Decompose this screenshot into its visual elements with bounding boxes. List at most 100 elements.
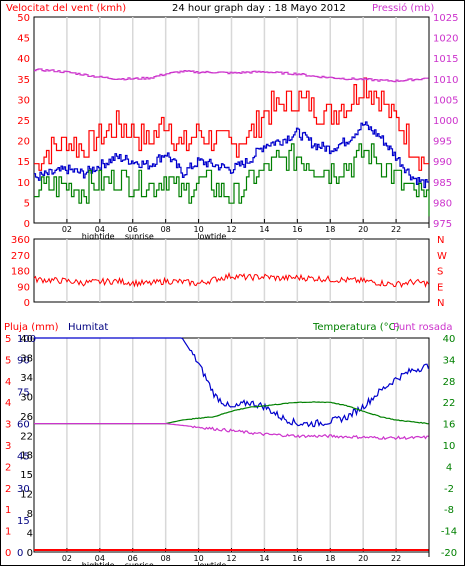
- rain-tick-label: 2: [5, 484, 11, 495]
- rain-tick-label: 3: [5, 441, 11, 452]
- left-tick-label: 4: [27, 529, 33, 540]
- y-tick-label-right: 985: [433, 178, 452, 189]
- compass-label: W: [437, 251, 447, 262]
- left-tick-label: 15: [20, 470, 33, 481]
- humidity-tick-label: 45: [17, 452, 30, 463]
- annotation-hightide: hightide: [82, 561, 115, 566]
- pressure-axis-label: Pressió (mb): [372, 2, 434, 14]
- rain-tick-label: 1: [5, 527, 11, 538]
- x-tick-label: 10: [193, 225, 203, 234]
- y-tick-label-right: 995: [433, 137, 452, 148]
- left-tick-label: 22: [20, 431, 33, 442]
- left-tick-label: 40: [20, 334, 33, 345]
- compass-label: N: [437, 298, 444, 309]
- x-tick-label: 18: [325, 554, 335, 563]
- x-tick-label: 06: [128, 554, 138, 563]
- rain-tick-label: 5: [5, 334, 11, 345]
- annotation-lowtide: lowtide: [197, 561, 226, 566]
- series-direction: [33, 271, 429, 289]
- x-tick-label: 16: [292, 225, 302, 234]
- y-tick-label-left: 360: [11, 235, 30, 246]
- left-tick-label: 30: [20, 392, 33, 403]
- x-tick-label: 14: [259, 554, 269, 563]
- rain-tick-label: 5: [5, 355, 11, 366]
- temperature-tick-label: 4: [446, 462, 452, 473]
- compass-label: E: [437, 282, 443, 293]
- temperature-tick-label: 10: [443, 441, 456, 452]
- y-tick-label-right: 1015: [433, 54, 458, 65]
- x-tick-label: 12: [226, 225, 236, 234]
- rain-tick-label: 4: [5, 398, 11, 409]
- y-tick-label-left: 20: [17, 137, 30, 148]
- humidity-tick-label: 15: [17, 516, 30, 527]
- humidity-tick-label: 75: [17, 388, 30, 399]
- x-tick-label: 20: [358, 554, 368, 563]
- left-tick-label: 26: [20, 412, 33, 423]
- temperature-tick-label: -14: [441, 527, 457, 538]
- y-tick-label-left: 10: [17, 178, 30, 189]
- x-tick-label: 22: [391, 554, 401, 563]
- x-tick-label: 10: [193, 554, 203, 563]
- rain-tick-label: 2: [5, 462, 11, 473]
- y-tick-label-right: 1000: [433, 116, 458, 127]
- humidity-tick-label: 30: [17, 484, 30, 495]
- series-pressure: [34, 68, 429, 83]
- humidity-tick-label: 100: [17, 334, 36, 345]
- rain-axis-label: Pluja (mm): [4, 322, 59, 333]
- x-tick-label: 08: [161, 225, 171, 234]
- y-tick-label-left: 35: [17, 75, 30, 86]
- compass-label: N: [437, 235, 444, 246]
- series-dewpoint: [34, 423, 429, 441]
- x-tick-label: 02: [62, 225, 72, 234]
- series-humidity: [34, 337, 430, 428]
- temperature-tick-label: 34: [443, 355, 456, 366]
- y-tick-label-right: 990: [433, 157, 452, 168]
- humidity-tick-label: 0: [17, 548, 23, 559]
- annotation-hightide: hightide: [82, 232, 115, 241]
- humidity-axis-label: Humitat: [68, 322, 108, 333]
- y-tick-label-left: 180: [11, 267, 30, 278]
- temperature-tick-label: -2: [444, 484, 454, 495]
- y-tick-label-left: 90: [17, 282, 30, 293]
- series-gust: [34, 77, 429, 171]
- y-tick-label-right: 975: [433, 219, 452, 230]
- dewpoint-axis-label: Punt rosada: [393, 322, 452, 333]
- compass-label: S: [437, 267, 443, 278]
- x-tick-label: 08: [161, 554, 171, 563]
- x-tick-label: 14: [259, 225, 269, 234]
- y-tick-label-left: 30: [17, 95, 30, 106]
- rain-tick-label: 4: [5, 377, 11, 388]
- annotation-sunrise: sunrise: [125, 232, 154, 241]
- x-tick-label: 20: [358, 225, 368, 234]
- temperature-tick-label: 22: [443, 398, 456, 409]
- temperature-tick-label: -20: [441, 548, 457, 559]
- temperature-tick-label: 16: [443, 420, 456, 431]
- left-tick-label: 0: [27, 548, 33, 559]
- y-tick-label-left: 0: [24, 219, 30, 230]
- x-tick-label: 18: [325, 225, 335, 234]
- left-tick-label: 38: [20, 353, 33, 364]
- y-tick-label-left: 15: [17, 157, 30, 168]
- y-tick-label-left: 50: [17, 13, 30, 24]
- temperature-tick-label: 28: [443, 377, 456, 388]
- rain-tick-label: 0: [5, 548, 11, 559]
- series-minimum: [34, 143, 430, 217]
- y-tick-label-left: 40: [17, 54, 30, 65]
- annotation-sunrise: sunrise: [125, 561, 154, 566]
- x-tick-label: 12: [226, 554, 236, 563]
- temperature-tick-label: -8: [444, 505, 454, 516]
- x-tick-label: 02: [62, 554, 72, 563]
- y-tick-label-left: 0: [24, 298, 30, 309]
- x-tick-label: 16: [292, 554, 302, 563]
- temperature-tick-label: 40: [443, 334, 456, 345]
- rain-tick-label: 3: [5, 420, 11, 431]
- left-tick-label: 18: [20, 451, 33, 462]
- y-tick-label-right: 1010: [433, 75, 458, 86]
- rain-tick-label: 1: [5, 505, 11, 516]
- x-tick-label: 04: [95, 554, 105, 563]
- humidity-tick-label: 90: [17, 355, 30, 366]
- wind-axis-label: Velocitat del vent (kmh): [6, 3, 126, 14]
- y-tick-label-left: 270: [11, 251, 30, 262]
- left-tick-label: 34: [20, 373, 33, 384]
- y-tick-label-left: 45: [17, 34, 30, 45]
